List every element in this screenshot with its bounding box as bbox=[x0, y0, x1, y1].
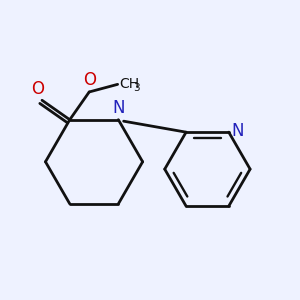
Text: O: O bbox=[83, 71, 96, 89]
Text: N: N bbox=[231, 122, 244, 140]
Text: CH: CH bbox=[119, 77, 139, 91]
Text: O: O bbox=[31, 80, 44, 98]
Text: N: N bbox=[112, 99, 124, 117]
Text: 3: 3 bbox=[134, 83, 140, 94]
